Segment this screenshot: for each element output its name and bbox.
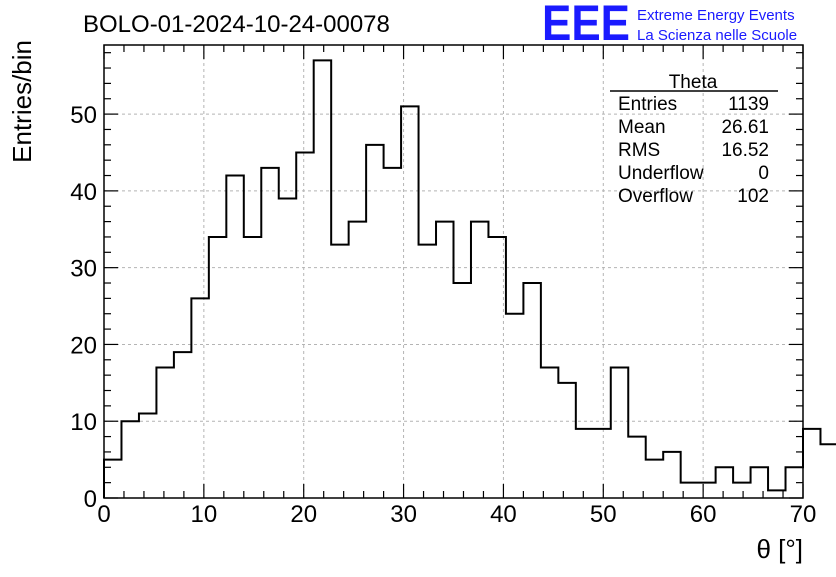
- y-tick-label: 0: [84, 486, 97, 513]
- stats-box-title: Theta: [669, 72, 718, 93]
- stats-label: RMS: [618, 140, 660, 161]
- x-tick-label: 60: [690, 501, 717, 528]
- stats-value: 0: [758, 163, 769, 184]
- stats-value: 102: [737, 186, 769, 207]
- plot-frame: [103, 44, 804, 499]
- stats-label: Overflow: [618, 186, 693, 207]
- stats-value: 16.52: [721, 140, 769, 161]
- x-tick-label: 50: [590, 501, 617, 528]
- x-tick-label: 30: [390, 501, 417, 528]
- x-tick-label: 40: [490, 501, 517, 528]
- x-axis-label: θ [°]: [756, 534, 803, 564]
- x-tick-label: 10: [191, 501, 218, 528]
- histogram-outline: [103, 59, 836, 498]
- stats-box: Theta Entries 1139 Mean 26.61 RMS 16.52 Underf…: [610, 72, 778, 207]
- chart-title: BOLO-01-2024-10-24-00078: [83, 11, 390, 38]
- axis-ticks: [103, 45, 804, 499]
- x-tick-label: 20: [290, 501, 317, 528]
- stats-value: 1139: [728, 94, 769, 115]
- eee-logo-letters: EEE: [542, 0, 630, 51]
- stats-label: Entries: [618, 94, 677, 115]
- y-tick-label: 40: [70, 179, 97, 206]
- y-tick-label: 30: [70, 256, 97, 283]
- y-tick-label: 50: [70, 102, 97, 129]
- logo-line-1: Extreme Energy Events: [637, 7, 795, 24]
- y-axis-label: Entries/bin: [7, 40, 37, 163]
- logo-line-2: La Scienza nelle Scuole: [637, 27, 797, 44]
- y-tick-label: 10: [70, 409, 97, 436]
- y-tick-label: 20: [70, 332, 97, 359]
- x-tick-label: 70: [790, 501, 817, 528]
- x-tick-label: 0: [97, 501, 110, 528]
- eee-logo: EEE Extreme Energy Events La Scienza nel…: [542, 0, 797, 51]
- stats-value: 26.61: [721, 117, 769, 138]
- stats-label: Mean: [618, 117, 666, 138]
- stats-label: Underflow: [618, 163, 704, 184]
- stats-box-rows: Entries 1139 Mean 26.61 RMS 16.52 Underflow 0 Ov…: [618, 94, 769, 207]
